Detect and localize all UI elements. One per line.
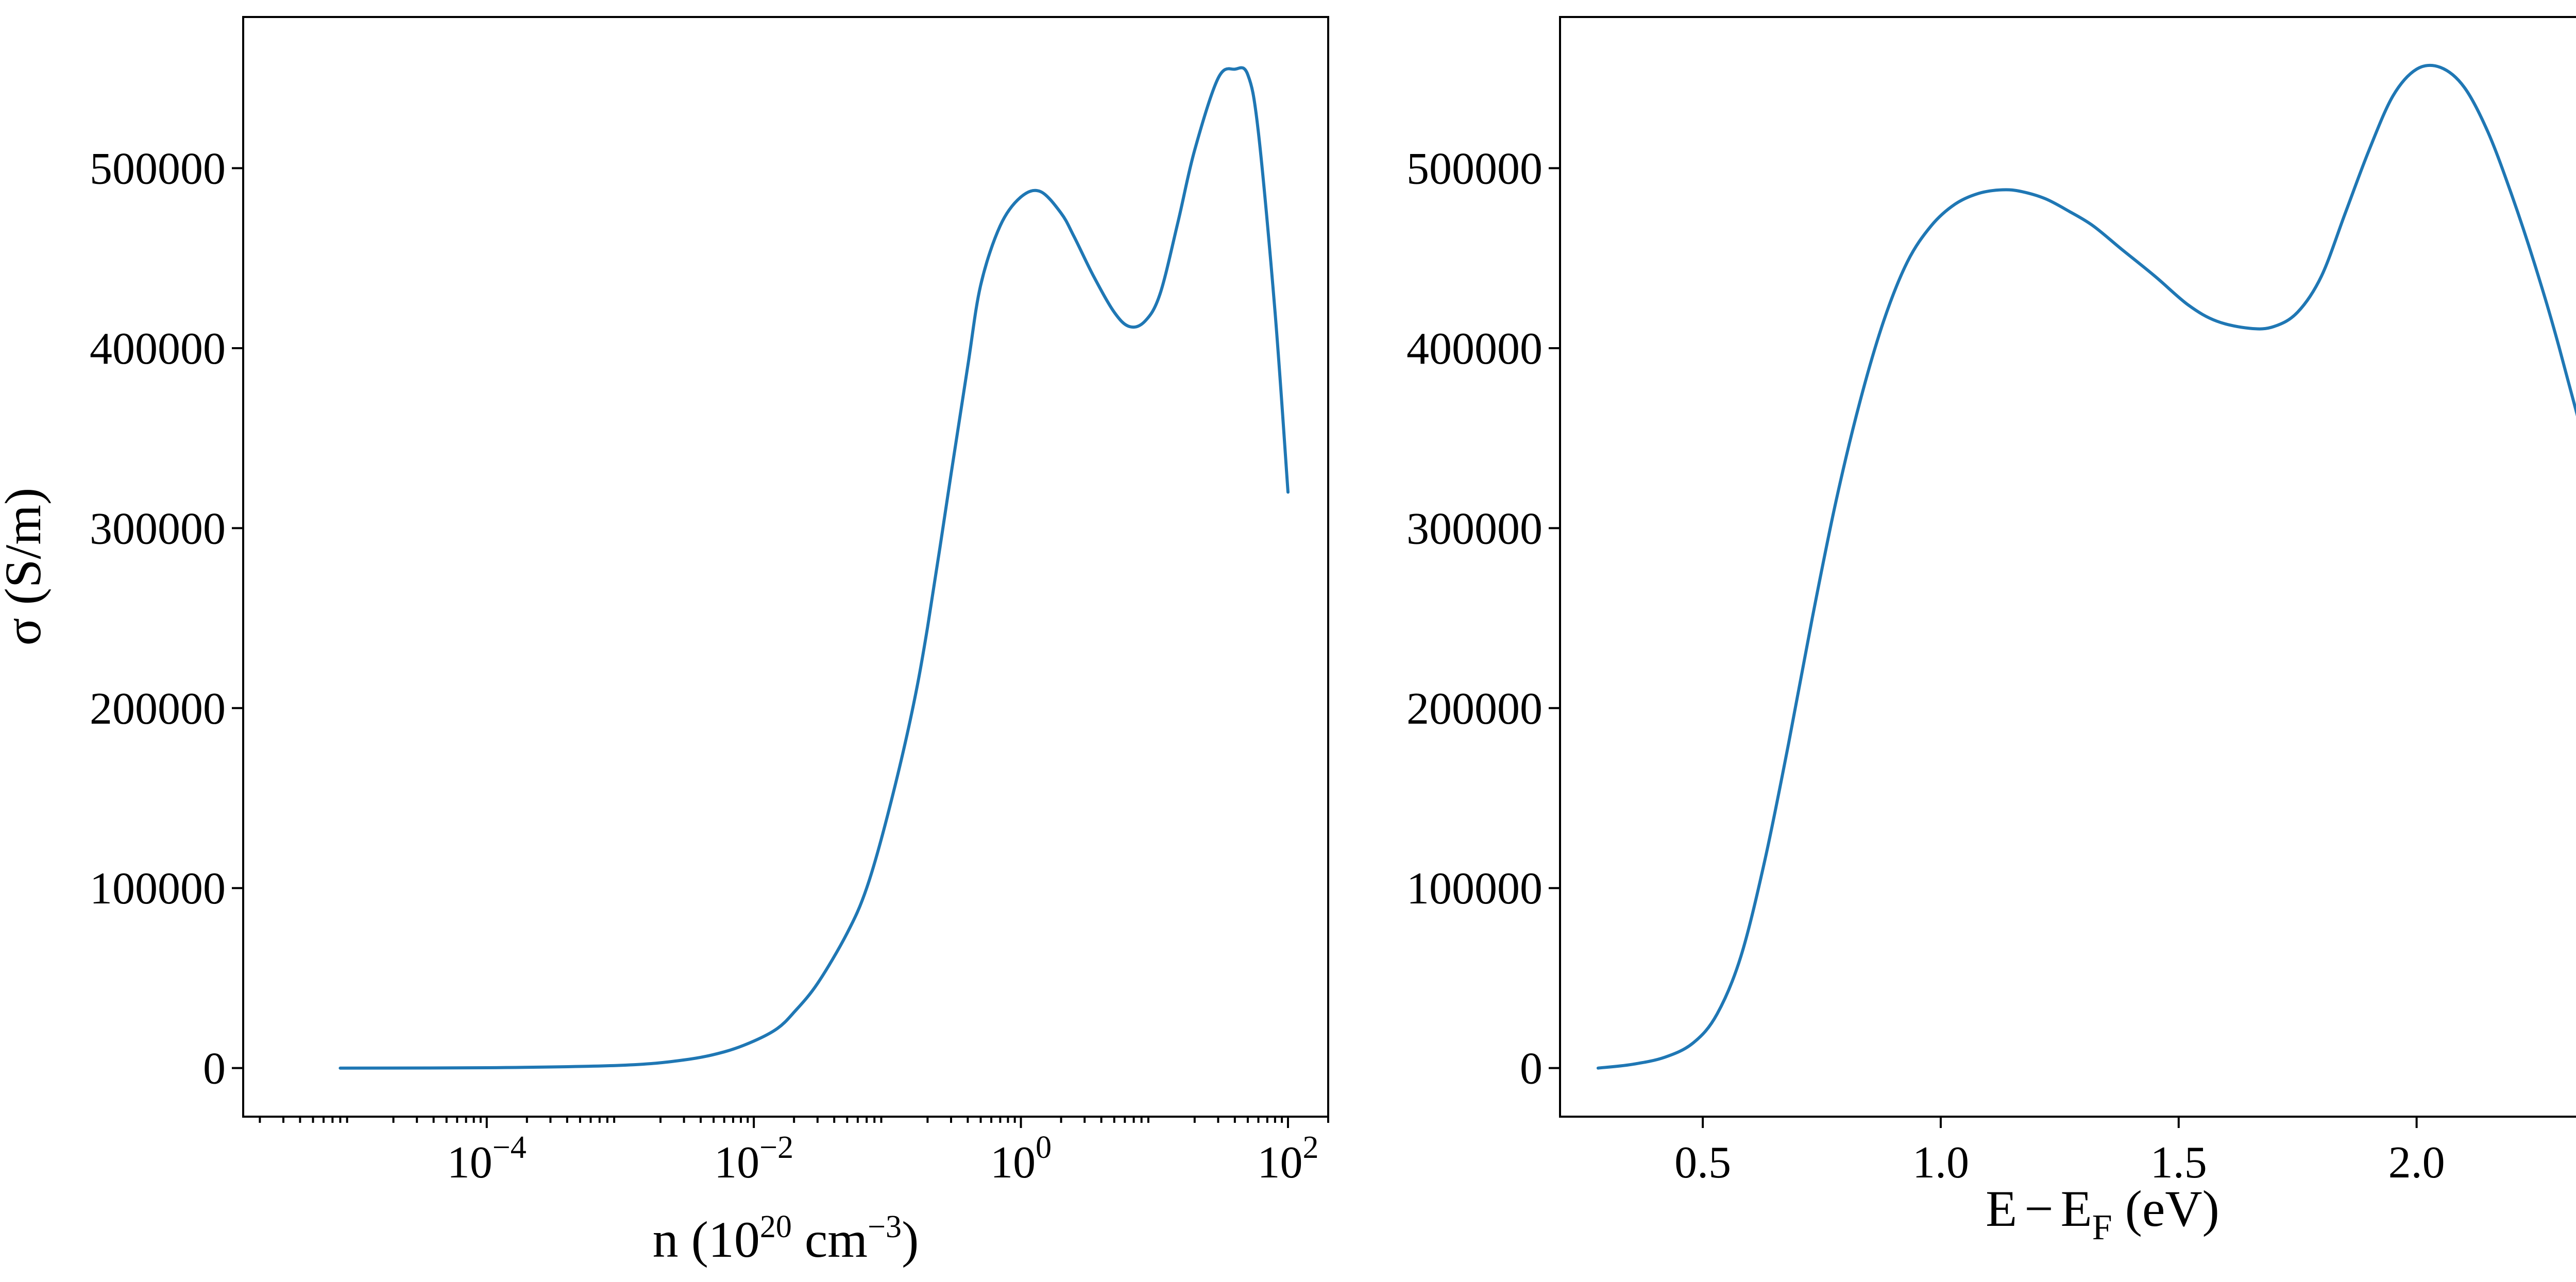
left-plot-frame xyxy=(242,16,1329,1118)
right-y-ticks: 0 100000 200000 300000 400000 500000 xyxy=(1406,144,1560,1094)
left-x-axis-label: n (1020 cm−3) xyxy=(653,1209,919,1268)
left-y-tick-label-4: 400000 xyxy=(90,324,226,374)
right-y-tick-label-2: 200000 xyxy=(1406,684,1543,734)
right-y-tick-label-3: 300000 xyxy=(1406,504,1543,554)
left-x-tick-label-0: 10−4 xyxy=(447,1130,527,1188)
left-x-ticks: 10−4 10−2 100 102 xyxy=(259,1117,1329,1188)
left-y-tick-label-0: 0 xyxy=(203,1044,226,1094)
right-x-tick-label-1: 1.0 xyxy=(1912,1138,1969,1188)
right-x-tick-label-3: 2.0 xyxy=(2388,1138,2445,1188)
right-x-tick-label-2: 1.5 xyxy=(2150,1138,2207,1188)
right-y-tick-label-1: 100000 xyxy=(1406,864,1543,914)
right-x-axis-label: E − EF (eV) xyxy=(1986,1180,2219,1247)
left-y-tick-label-3: 300000 xyxy=(90,504,226,554)
left-y-tick-label-1: 100000 xyxy=(90,864,226,914)
right-series-line xyxy=(1596,63,2576,1070)
left-y-tick-label-2: 200000 xyxy=(90,684,226,734)
left-x-tick-label-3: 102 xyxy=(1257,1130,1318,1188)
left-y-axis-label: σ (S/m) xyxy=(0,488,52,646)
right-chart-conductivity-vs-energy: 0 100000 200000 300000 400000 500000 0.5 1.0 1.… xyxy=(1406,16,2576,1247)
right-y-tick-label-5: 500000 xyxy=(1406,144,1543,194)
left-series-line xyxy=(338,66,1290,1070)
right-y-tick-label-0: 0 xyxy=(1520,1044,1543,1094)
left-x-tick-label-2: 100 xyxy=(990,1130,1052,1188)
left-y-tick-label-5: 500000 xyxy=(90,144,226,194)
right-plot-frame xyxy=(1559,16,2576,1118)
right-x-tick-label-0: 0.5 xyxy=(1674,1138,1731,1188)
left-x-tick-label-1: 10−2 xyxy=(714,1130,793,1188)
right-y-tick-label-4: 400000 xyxy=(1406,324,1543,374)
right-x-ticks: 0.5 1.0 1.5 2.0 xyxy=(1674,1117,2445,1188)
left-y-ticks: 0 100000 200000 300000 400000 500000 xyxy=(90,144,243,1094)
left-chart-conductivity-vs-carrier-density: 0 100000 200000 300000 400000 500000 10−4 10−2… xyxy=(0,16,1329,1268)
